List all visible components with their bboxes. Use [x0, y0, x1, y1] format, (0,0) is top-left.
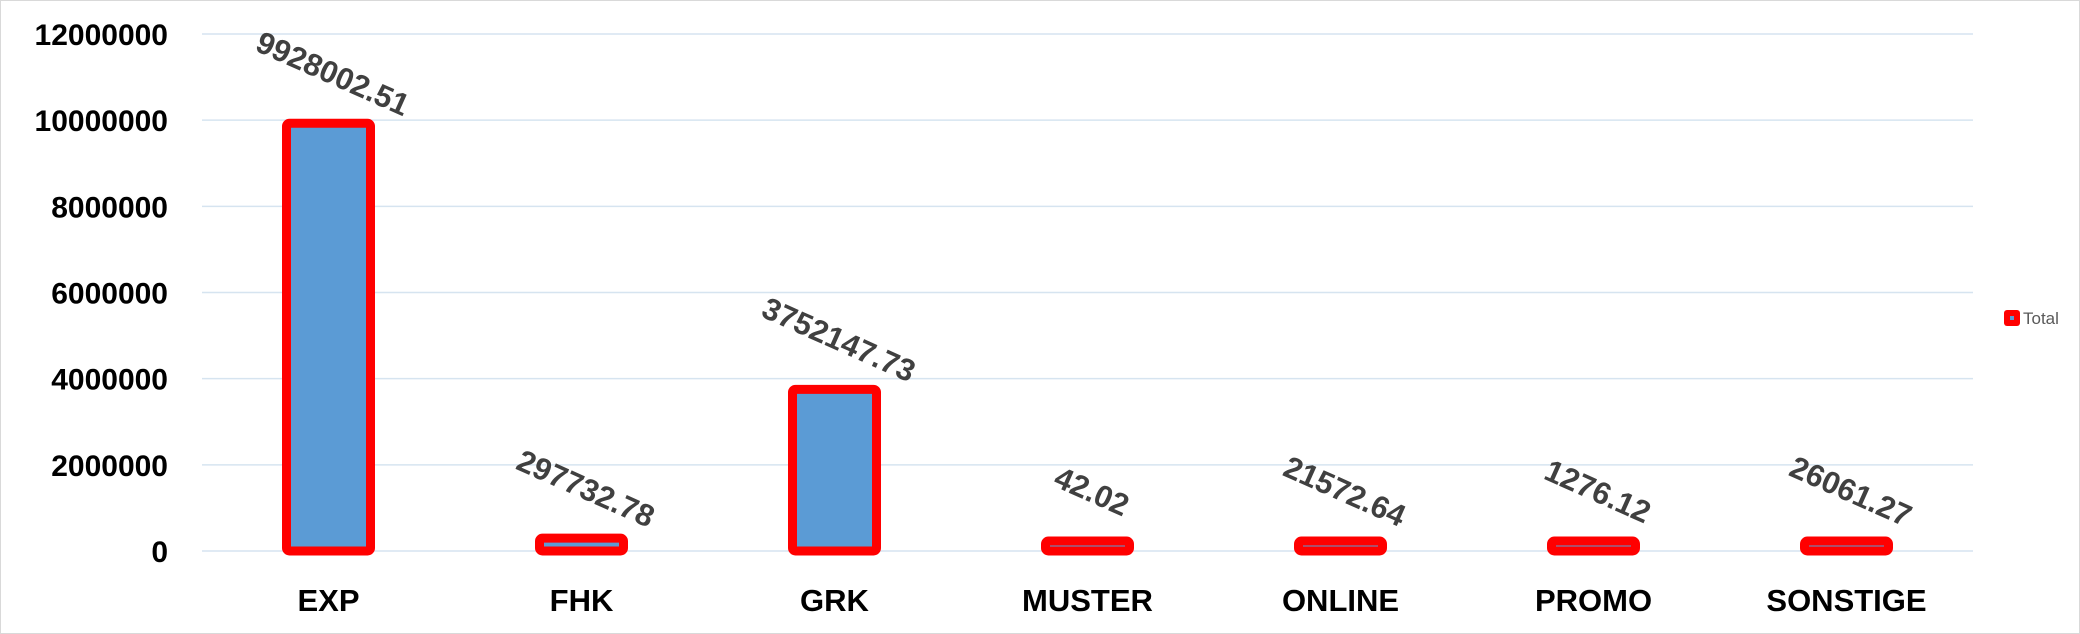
y-tick-label: 12000000: [35, 19, 168, 52]
x-tick-label: FHK: [550, 583, 614, 618]
gridlines: [202, 33, 1973, 552]
data-label: 9928002.51: [251, 24, 415, 123]
bar-promo[interactable]: [1547, 536, 1640, 556]
x-tick-label: EXP: [297, 583, 359, 618]
bars: [282, 118, 1893, 556]
bar-exp[interactable]: [282, 118, 375, 556]
x-tick-label: GRK: [800, 583, 870, 618]
bar-sonstige[interactable]: [1800, 536, 1893, 556]
y-tick-label: 2000000: [51, 450, 168, 483]
y-tick-label: 0: [151, 536, 168, 569]
data-labels: 9928002.51 297732.78 3752147.73 42.02 21572.…: [251, 24, 1917, 534]
bar-muster[interactable]: [1041, 536, 1134, 556]
y-tick-label: 10000000: [35, 105, 168, 138]
bar-grk[interactable]: [788, 384, 881, 556]
y-tick-label: 4000000: [51, 364, 168, 397]
bar-fhk[interactable]: [535, 533, 628, 556]
data-label: 297732.78: [512, 443, 660, 535]
x-tick-label: ONLINE: [1282, 583, 1399, 618]
x-tick-label: MUSTER: [1022, 583, 1153, 618]
legend[interactable]: Total: [2004, 309, 2059, 328]
data-label: 21572.64: [1279, 449, 1412, 534]
legend-label-total: Total: [2023, 309, 2059, 328]
legend-swatch-inner: [2010, 316, 2014, 320]
y-tick-label: 8000000: [51, 191, 168, 224]
data-label: 3752147.73: [757, 290, 921, 389]
x-tick-label: SONSTIGE: [1766, 583, 1926, 618]
x-axis-ticks: EXP FHK GRK MUSTER ONLINE PROMO SONSTIGE: [297, 583, 1926, 618]
data-label: 42.02: [1049, 460, 1134, 524]
data-label: 26061.27: [1785, 449, 1917, 534]
x-tick-label: PROMO: [1535, 583, 1652, 618]
y-tick-label: 6000000: [51, 278, 168, 311]
bar-online[interactable]: [1294, 536, 1387, 556]
y-axis-ticks: 0 2000000 4000000 6000000 8000000 10000000 120…: [35, 19, 168, 569]
